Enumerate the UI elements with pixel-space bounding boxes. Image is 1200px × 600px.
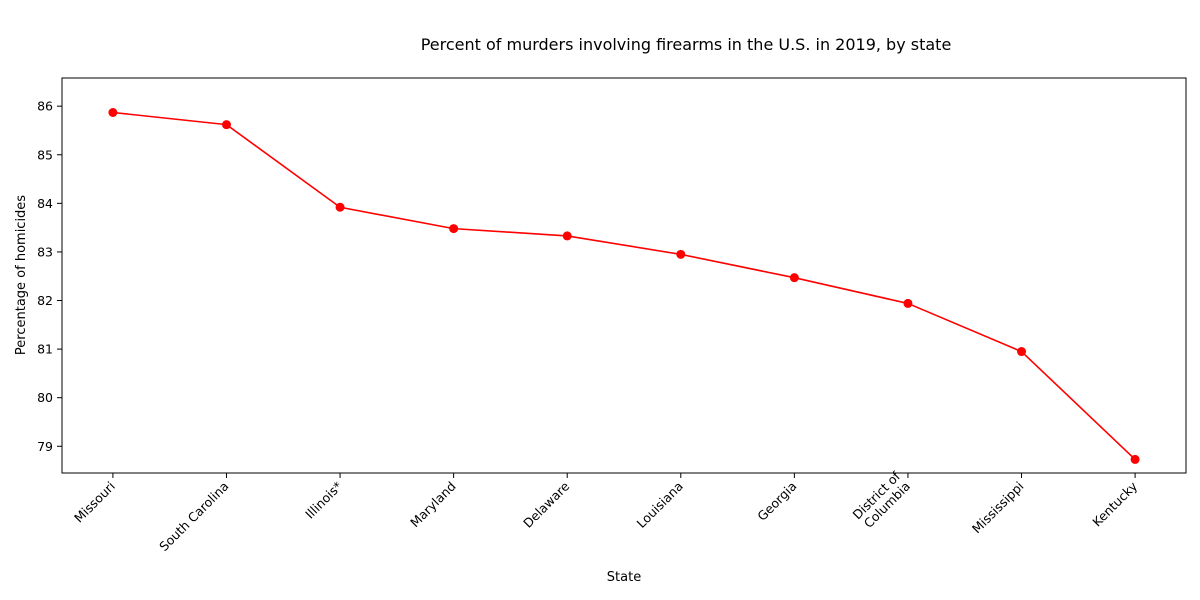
x-tick-label: Georgia (754, 479, 799, 524)
data-point (1130, 454, 1140, 464)
y-axis-label: Percentage of homicides (14, 195, 29, 355)
x-tick-label: Mississippi (969, 479, 1027, 537)
data-series (108, 107, 1140, 464)
data-point (1017, 347, 1027, 357)
data-point (221, 120, 231, 130)
series-line (112, 111, 1136, 460)
x-axis-label: State (607, 570, 641, 585)
y-tick-label: 86 (37, 99, 53, 114)
plot-area-frame (61, 77, 1187, 474)
y-tick-label: 81 (37, 342, 53, 357)
x-tick-label: Maryland (407, 479, 459, 531)
data-point (335, 202, 345, 212)
x-axis: Missouri South Carolina Illinois* Maryland D… (71, 468, 1141, 554)
data-point (676, 249, 686, 259)
chart-title: Percent of murders involving firearms in… (421, 35, 952, 54)
y-axis: 79 80 81 82 83 84 85 86 (37, 99, 62, 454)
x-tick-label: District ofColumbia (849, 468, 913, 532)
y-tick-label: 82 (37, 293, 53, 308)
x-tick-label: South Carolina (156, 479, 231, 554)
data-point (789, 273, 799, 283)
y-tick-label: 79 (37, 439, 53, 454)
x-tick-label: Kentucky (1089, 478, 1140, 529)
data-point (108, 107, 118, 117)
y-tick-label: 84 (37, 196, 53, 211)
x-tick-label: Missouri (71, 479, 118, 526)
data-point (903, 298, 913, 308)
y-tick-label: 83 (37, 244, 53, 259)
x-tick-label: Delaware (520, 478, 572, 530)
y-tick-label: 85 (37, 147, 53, 162)
data-point (562, 231, 572, 241)
x-tick-label: Louisiana (634, 479, 686, 531)
data-point (449, 224, 459, 234)
x-tick-label: Illinois* (302, 479, 345, 522)
y-tick-label: 80 (37, 390, 53, 405)
